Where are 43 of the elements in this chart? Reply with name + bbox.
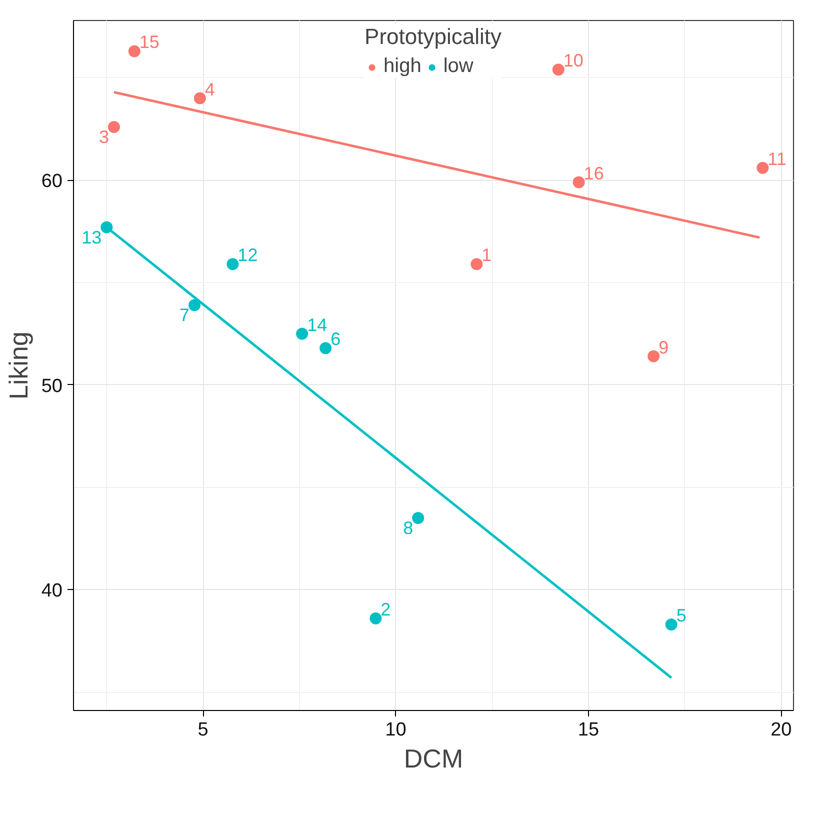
x-tick-label: 5 [198,720,208,740]
point [470,258,483,270]
annotation: 2 [380,599,391,620]
point [226,258,239,270]
y-tick-label: 40 [41,580,63,602]
point [665,618,678,630]
annotation: 6 [330,329,341,350]
point [128,45,140,58]
point [756,162,769,174]
point [296,328,308,340]
annotation: 1 [482,245,492,266]
annotation: 4 [204,79,215,100]
point [370,612,382,624]
legend-label: high [384,55,422,78]
annotation: 11 [768,148,786,169]
y-tick-label: 60 [41,171,63,192]
y-axis-title: Liking [3,332,34,400]
point [188,299,201,312]
legend-label: low [443,55,474,78]
point [648,350,660,362]
x-axis-title: DCM [404,744,464,774]
annotation: 16 [584,163,604,184]
annotation: 15 [139,32,160,52]
point [412,512,424,524]
point [572,176,585,188]
annotation: 8 [403,518,414,538]
x-tick-label: 10 [385,720,406,740]
y-tick-label: 50 [41,376,63,397]
annotation: 12 [238,245,258,266]
annotation: 7 [180,305,190,326]
annotation: 14 [307,314,328,335]
point [320,342,332,354]
annotation: 9 [658,337,669,358]
x-tick-label: 15 [578,720,600,740]
annotation: 3 [98,126,109,147]
x-tick-label: 20 [770,720,792,740]
point [194,92,206,104]
legend-title: Prototypicality [364,24,502,50]
annotation: 5 [676,606,686,626]
point [552,64,564,76]
annotation: 10 [563,50,584,71]
point [108,120,120,133]
annotation: 13 [82,227,102,248]
